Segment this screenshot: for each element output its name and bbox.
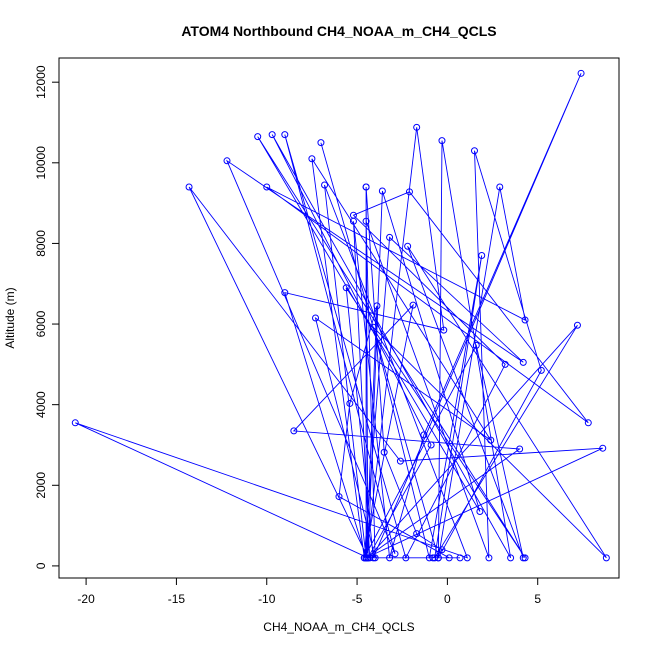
data-point-79 bbox=[456, 554, 464, 562]
x-tick-label-2: -10 bbox=[258, 592, 276, 606]
data-point-22 bbox=[470, 147, 478, 155]
x-tick-label-0: -20 bbox=[77, 592, 95, 606]
data-point-17 bbox=[487, 436, 495, 444]
data-point-2 bbox=[496, 183, 504, 191]
data-point-24 bbox=[434, 554, 442, 562]
data-point-61 bbox=[290, 427, 298, 435]
data-point-63 bbox=[360, 554, 368, 562]
data-point-41 bbox=[463, 554, 471, 562]
data-point-36 bbox=[413, 123, 421, 131]
data-point-67 bbox=[602, 554, 610, 562]
y-tick-label-0: 0 bbox=[34, 562, 48, 569]
data-point-30 bbox=[185, 183, 193, 191]
x-axis-label: CH4_NOAA_m_CH4_QCLS bbox=[263, 620, 414, 634]
data-point-37 bbox=[440, 326, 448, 334]
data-point-50 bbox=[577, 69, 585, 77]
data-point-44 bbox=[378, 187, 386, 195]
data-point-5 bbox=[584, 419, 592, 427]
data-point-53 bbox=[349, 217, 357, 225]
plot-frame bbox=[58, 57, 620, 579]
y-tick-label-1: 2000 bbox=[34, 472, 48, 499]
y-tick-label-5: 10000 bbox=[34, 146, 48, 180]
data-point-9 bbox=[402, 554, 410, 562]
data-point-77 bbox=[438, 546, 446, 554]
data-point-65 bbox=[519, 554, 527, 562]
data-point-31 bbox=[396, 457, 404, 465]
chart-title: ATOM4 Northbound CH4_NOAA_m_CH4_QCLS bbox=[181, 23, 496, 39]
data-point-45 bbox=[476, 507, 484, 515]
data-point-68 bbox=[369, 323, 377, 331]
data-point-19 bbox=[371, 554, 379, 562]
data-point-3 bbox=[521, 316, 529, 324]
data-point-74 bbox=[362, 183, 370, 191]
x-tick-label-5: 5 bbox=[534, 592, 541, 606]
data-point-8 bbox=[501, 360, 509, 368]
data-point-60 bbox=[516, 445, 524, 453]
data-point-57 bbox=[346, 399, 354, 407]
data-point-4 bbox=[263, 183, 271, 191]
data-point-78 bbox=[429, 554, 437, 562]
data-point-58 bbox=[373, 302, 381, 310]
y-tick-label-2: 4000 bbox=[34, 391, 48, 418]
data-point-55 bbox=[445, 554, 453, 562]
data-point-66 bbox=[404, 242, 412, 250]
data-point-54 bbox=[366, 554, 374, 562]
x-tick-label-4: 0 bbox=[444, 592, 451, 606]
data-point-23 bbox=[537, 366, 545, 374]
data-point-12 bbox=[223, 157, 231, 165]
series-line-0 bbox=[75, 73, 607, 560]
data-point-18 bbox=[312, 314, 320, 322]
data-point-64 bbox=[472, 341, 480, 349]
x-tick-label-3: -5 bbox=[352, 592, 363, 606]
y-axis-label: Altitude (m) bbox=[3, 287, 17, 348]
data-point-20 bbox=[362, 217, 370, 225]
data-point-76 bbox=[413, 530, 421, 538]
data-point-10 bbox=[281, 131, 289, 139]
data-point-14 bbox=[386, 233, 394, 241]
data-point-49 bbox=[369, 554, 377, 562]
y-tick-label-6: 12000 bbox=[34, 65, 48, 99]
data-point-21 bbox=[485, 554, 493, 562]
data-point-42 bbox=[71, 419, 79, 427]
data-point-28 bbox=[427, 441, 435, 449]
data-point-62 bbox=[409, 301, 417, 309]
data-point-26 bbox=[507, 554, 515, 562]
data-point-16 bbox=[308, 155, 316, 163]
data-point-59 bbox=[362, 554, 370, 562]
data-point-27 bbox=[268, 131, 276, 139]
data-point-46 bbox=[254, 133, 262, 141]
plot-area: -20 -15 -10 -5 0 5 0 2000 4000 6000 8000 10000 12000 bbox=[34, 57, 620, 606]
x-tick-label-1: -15 bbox=[168, 592, 186, 606]
data-point-6 bbox=[405, 188, 413, 196]
data-point-72 bbox=[573, 321, 581, 329]
data-point-69 bbox=[425, 554, 433, 562]
data-point-32 bbox=[599, 444, 607, 452]
data-point-51 bbox=[420, 431, 428, 439]
data-point-13 bbox=[519, 358, 527, 366]
y-tick-label-4: 8000 bbox=[34, 230, 48, 257]
data-point-47 bbox=[521, 554, 529, 562]
data-point-25 bbox=[438, 137, 446, 145]
data-point-71 bbox=[431, 554, 439, 562]
data-point-75 bbox=[380, 448, 388, 456]
data-point-56 bbox=[335, 493, 343, 501]
data-point-73 bbox=[364, 554, 372, 562]
data-point-48 bbox=[342, 284, 350, 292]
data-point-70 bbox=[478, 252, 486, 260]
data-point-38 bbox=[281, 289, 289, 297]
data-point-40 bbox=[321, 181, 329, 189]
y-tick-label-3: 6000 bbox=[34, 310, 48, 337]
data-point-0 bbox=[317, 139, 325, 147]
data-point-11 bbox=[391, 550, 399, 558]
data-point-52 bbox=[386, 554, 394, 562]
